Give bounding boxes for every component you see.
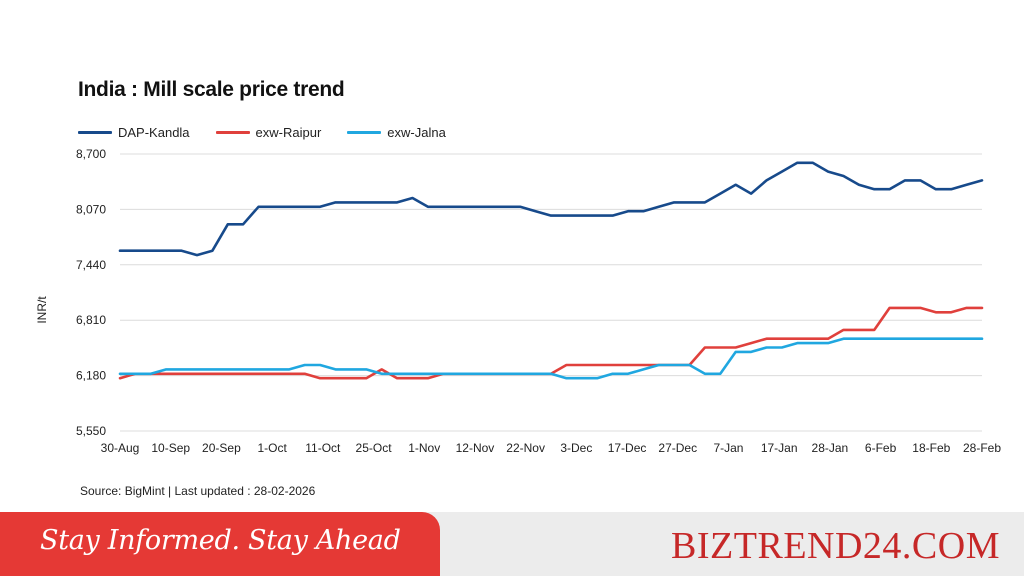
chart-legend: DAP-Kandla exw-Raipur exw-Jalna bbox=[78, 124, 472, 140]
legend-item-exw-raipur: exw-Raipur bbox=[215, 124, 322, 140]
y-axis-ticks: 5,550 6,180 6,810 7,440 8,070 8,700 bbox=[76, 147, 106, 438]
chart-series bbox=[118, 161, 984, 380]
x-tick-label: 28-Feb bbox=[963, 441, 1001, 455]
chart-gridlines bbox=[120, 153, 982, 432]
series-line-dap-kandla bbox=[118, 161, 984, 257]
legend-swatch-dap-kandla bbox=[78, 130, 112, 134]
y-tick-label: 8,700 bbox=[76, 147, 106, 161]
x-tick-label: 11-Oct bbox=[305, 441, 341, 455]
legend-item-exw-jalna: exw-Jalna bbox=[347, 125, 446, 140]
x-tick-label: 10-Sep bbox=[151, 441, 190, 455]
legend-swatch-exw-jalna bbox=[347, 130, 382, 134]
brand-logo-text[interactable]: BIZTREND24.COM bbox=[671, 525, 1000, 567]
legend-item-dap-kandla: DAP-Kandla bbox=[78, 125, 190, 140]
x-tick-label: 12-Nov bbox=[456, 441, 495, 455]
x-tick-label: 1-Oct bbox=[257, 441, 287, 455]
y-axis-label: INR/t bbox=[35, 296, 49, 324]
x-tick-label: 7-Jan bbox=[713, 441, 743, 455]
footer-banner: Stay Informed. Stay Ahead BIZTREND24.COM bbox=[0, 512, 1024, 576]
chart-title: India : Mill scale price trend bbox=[78, 78, 345, 101]
x-tick-label: 22-Nov bbox=[506, 441, 545, 455]
line-chart: 5,550 6,180 6,810 7,440 8,070 8,700 30-Aug 10-… bbox=[35, 147, 1002, 455]
tagline-text: Stay Informed. Stay Ahead bbox=[40, 525, 401, 556]
tagline-panel: Stay Informed. Stay Ahead bbox=[0, 512, 440, 576]
source-note: Source: BigMint | Last updated : 28-02-2… bbox=[80, 484, 316, 498]
y-tick-label: 6,180 bbox=[76, 369, 106, 383]
legend-label-exw-jalna: exw-Jalna bbox=[387, 124, 446, 140]
x-tick-label: 18-Feb bbox=[912, 441, 950, 455]
legend-label-exw-raipur: exw-Raipur bbox=[255, 124, 322, 140]
series-line-exw-raipur bbox=[118, 306, 984, 380]
y-tick-label: 7,440 bbox=[76, 258, 106, 272]
legend-swatch-exw-raipur bbox=[215, 130, 250, 134]
x-axis-ticks: 30-Aug 10-Sep 20-Sep 1-Oct 11-Oct 25-Oct 1-Nov… bbox=[101, 441, 1002, 455]
legend-label-dap-kandla: DAP-Kandla bbox=[118, 124, 190, 140]
x-tick-label: 30-Aug bbox=[101, 441, 140, 455]
y-tick-label: 5,550 bbox=[76, 424, 106, 438]
x-tick-label: 27-Dec bbox=[658, 441, 697, 455]
x-tick-label: 17-Dec bbox=[608, 441, 647, 455]
x-tick-label: 17-Jan bbox=[761, 441, 798, 455]
x-tick-label: 28-Jan bbox=[812, 441, 849, 455]
x-tick-label: 20-Sep bbox=[202, 441, 241, 455]
x-tick-label: 1-Nov bbox=[408, 441, 440, 455]
y-tick-label: 6,810 bbox=[76, 313, 106, 327]
y-tick-label: 8,070 bbox=[76, 202, 106, 216]
series-line-exw-jalna bbox=[118, 337, 984, 380]
x-tick-label: 6-Feb bbox=[865, 441, 897, 455]
x-tick-label: 3-Dec bbox=[560, 441, 592, 455]
x-tick-label: 25-Oct bbox=[356, 441, 393, 455]
